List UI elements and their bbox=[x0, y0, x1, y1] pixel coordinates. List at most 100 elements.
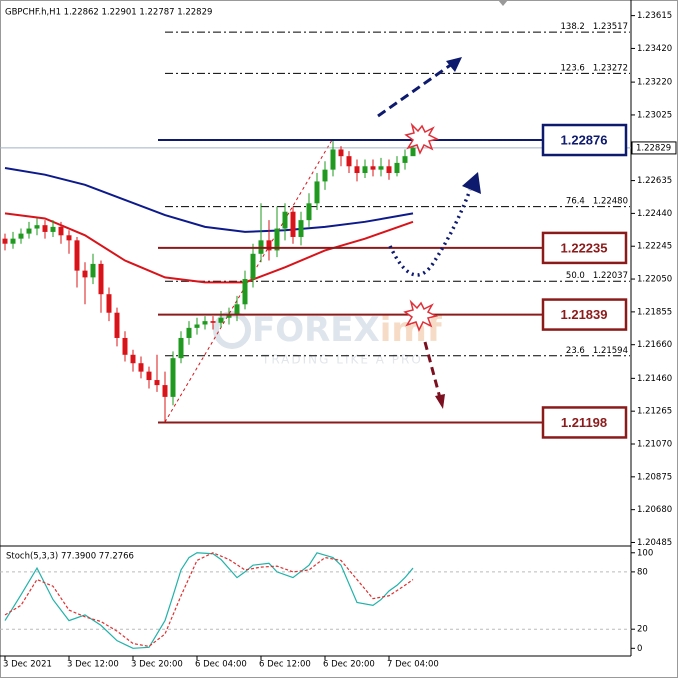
y-tick-label: 1.22050 bbox=[637, 275, 672, 285]
candle-body bbox=[354, 166, 360, 174]
stoch-line bbox=[4, 552, 414, 648]
y-tick-label: 1.23420 bbox=[637, 44, 672, 54]
y-tick-label: 1.20680 bbox=[637, 505, 672, 515]
y-tick-label: 1.21460 bbox=[637, 374, 672, 384]
candle-body bbox=[138, 363, 144, 372]
fib-ratio: 138.2 bbox=[561, 22, 585, 32]
fib-label: 50.0 1.22037 bbox=[566, 271, 628, 281]
chart-title: GBPCHF.h,H1 1.22862 1.22901 1.22787 1.22… bbox=[5, 8, 212, 18]
candle-body bbox=[170, 358, 176, 397]
candle-body bbox=[282, 211, 288, 229]
fib-ratio: 123.6 bbox=[561, 63, 585, 73]
candle-body bbox=[386, 166, 392, 174]
fib-price: 1.22480 bbox=[593, 196, 628, 206]
candle-body bbox=[114, 312, 120, 338]
moving-average bbox=[4, 212, 414, 284]
y-tick-label: 1.23615 bbox=[637, 11, 672, 21]
stoch-title: Stoch(5,3,3) 77.3900 77.2766 bbox=[6, 552, 134, 562]
fib-price: 1.23517 bbox=[593, 22, 628, 32]
candle-body bbox=[90, 263, 96, 278]
candle-body bbox=[58, 226, 64, 236]
fib-label: 76.4 1.22480 bbox=[566, 196, 628, 206]
candle-body bbox=[2, 238, 8, 244]
candle-body bbox=[370, 166, 376, 170]
candle-body bbox=[98, 263, 104, 295]
shift-marker bbox=[498, 0, 508, 6]
candle-body bbox=[202, 321, 208, 325]
x-tick-label: 7 Dec 04:00 bbox=[387, 660, 439, 670]
candle-body bbox=[194, 324, 200, 328]
y-tick-label: 1.22635 bbox=[637, 176, 672, 186]
annotations bbox=[377, 0, 508, 409]
arrow-head bbox=[446, 57, 462, 72]
candle-body bbox=[146, 371, 152, 381]
burst bbox=[404, 122, 440, 155]
candle-body bbox=[234, 304, 240, 315]
candle-body bbox=[18, 233, 24, 239]
candle-body bbox=[186, 327, 192, 338]
x-tick-label: 6 Dec 04:00 bbox=[195, 660, 247, 670]
candle-body bbox=[242, 279, 248, 305]
arrow-head bbox=[462, 172, 481, 194]
candle-body bbox=[298, 220, 304, 237]
y-tick-label: 1.23220 bbox=[637, 78, 672, 88]
candle-body bbox=[394, 162, 400, 174]
candle-body bbox=[66, 235, 72, 241]
candle-body bbox=[210, 321, 216, 323]
candle-body bbox=[10, 238, 16, 244]
stoch-panel: 100 80 20 0 bbox=[0, 548, 653, 654]
candle-body bbox=[42, 225, 48, 232]
candle-body bbox=[402, 156, 408, 163]
fib-price: 1.22037 bbox=[593, 271, 628, 281]
candle-body bbox=[410, 147, 416, 157]
x-tick-label: 6 Dec 20:00 bbox=[323, 660, 375, 670]
candle-body bbox=[26, 228, 32, 234]
candle-body bbox=[130, 354, 136, 364]
level-box bbox=[541, 123, 628, 157]
y-tick-label: 1.21855 bbox=[637, 307, 672, 317]
candle-body bbox=[154, 380, 160, 386]
last-price-label: 1.22829 bbox=[636, 143, 671, 153]
x-tick-label: 3 Dec 20:00 bbox=[131, 660, 183, 670]
brand: FOREX bbox=[252, 310, 380, 350]
y-tick-label: 1.21265 bbox=[637, 407, 672, 417]
level-label: 1.21839 bbox=[561, 307, 608, 322]
fib-ratio: 23.6 bbox=[566, 345, 585, 355]
candle-body bbox=[226, 314, 232, 318]
main-panel: 1.23615 1.23420 1.23220 1.23025 1.22635 1.224… bbox=[0, 11, 677, 670]
candle-body bbox=[74, 240, 80, 271]
candle-body bbox=[314, 181, 320, 204]
arrow-curve bbox=[388, 189, 472, 277]
y-tick-label: 1.21070 bbox=[637, 440, 672, 450]
y-tick-label: 80 bbox=[637, 567, 648, 577]
fib-ratio: 50.0 bbox=[566, 271, 585, 281]
fib-label: 138.2 1.23517 bbox=[561, 22, 629, 32]
candle-body bbox=[178, 337, 184, 359]
candle-body bbox=[250, 253, 256, 280]
y-tick-label: 20 bbox=[637, 625, 648, 635]
y-tick-label: 100 bbox=[637, 548, 653, 558]
stoch-line bbox=[4, 552, 414, 649]
level-label: 1.22876 bbox=[561, 132, 608, 147]
candle-body bbox=[322, 169, 328, 182]
y-tick-label: 1.22245 bbox=[637, 242, 672, 252]
x-tick-label: 6 Dec 12:00 bbox=[259, 660, 311, 670]
candle-body bbox=[266, 240, 272, 251]
burst bbox=[403, 299, 439, 332]
x-tick-label: 3 Dec 2021 bbox=[3, 660, 52, 670]
candle-body bbox=[378, 166, 384, 170]
fib-price: 1.21594 bbox=[593, 345, 628, 355]
y-tick-label: 1.20875 bbox=[637, 472, 672, 482]
level-label: 1.21198 bbox=[561, 415, 607, 430]
arrow-head bbox=[435, 394, 445, 409]
fib-price: 1.23272 bbox=[593, 63, 628, 73]
fib-ratio: 76.4 bbox=[566, 196, 585, 206]
x-tick-label: 3 Dec 12:00 bbox=[67, 660, 119, 670]
candle-body bbox=[290, 211, 296, 237]
level-box bbox=[541, 231, 628, 265]
candle-body bbox=[274, 228, 280, 251]
candle-body bbox=[122, 337, 128, 355]
moving-average bbox=[4, 166, 414, 233]
level-label: 1.22235 bbox=[561, 240, 608, 255]
